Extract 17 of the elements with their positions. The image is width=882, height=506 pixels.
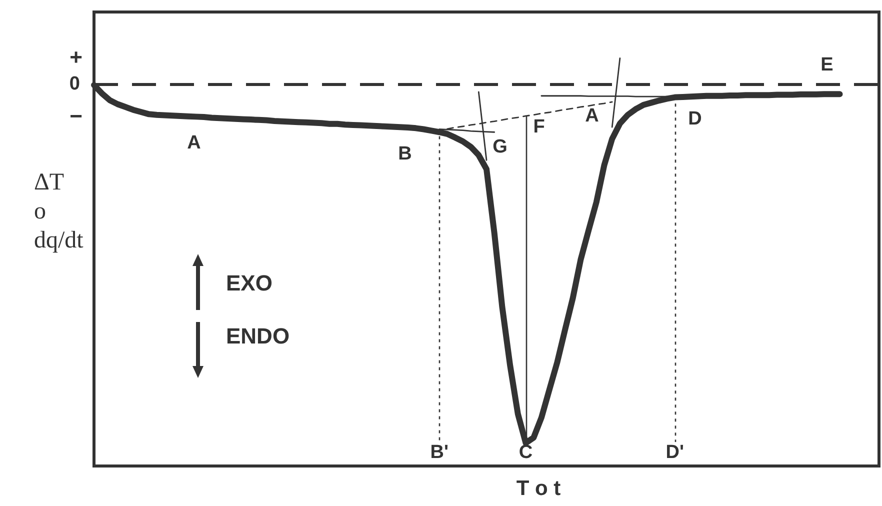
annotation: A (187, 132, 202, 154)
x-axis-title: T o t (516, 477, 561, 500)
annotation: ENDO (226, 324, 290, 348)
annotation: EXO (226, 270, 272, 296)
annotation: F (533, 116, 545, 138)
y-axis-title: ΔT o dq/dt (34, 170, 84, 254)
annotation: A (585, 106, 600, 126)
x-tick-label: B' (430, 442, 449, 463)
ref-line-label: 0 (69, 74, 80, 95)
annotation: G (492, 136, 508, 158)
annotation: E (820, 54, 834, 76)
text: + (70, 44, 82, 70)
x-tick-label: C (518, 442, 533, 463)
text: − (70, 104, 82, 128)
annotation: B (398, 144, 412, 164)
annotation: D (688, 108, 702, 130)
x-tick-label: D' (666, 442, 684, 463)
